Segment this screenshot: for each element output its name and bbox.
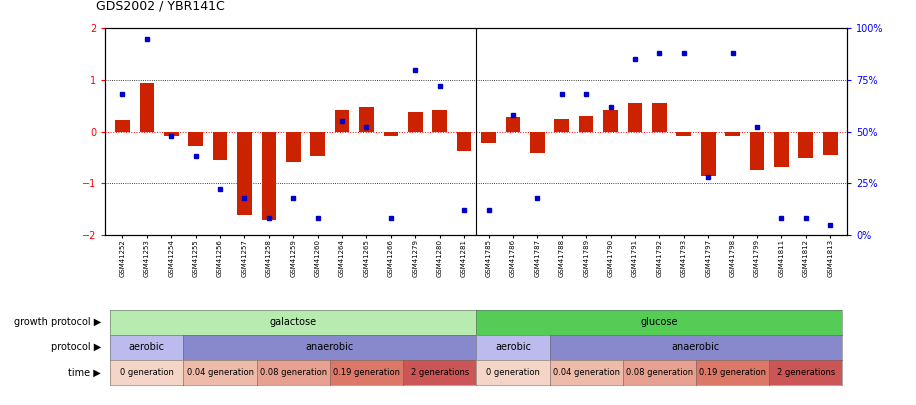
Bar bbox=[286, 132, 300, 162]
Bar bbox=[115, 120, 130, 132]
Bar bbox=[311, 132, 325, 156]
Bar bbox=[408, 112, 422, 132]
Bar bbox=[725, 132, 740, 136]
Text: aerobic: aerobic bbox=[129, 343, 165, 352]
Bar bbox=[384, 132, 398, 136]
Bar bbox=[774, 132, 789, 167]
Bar bbox=[164, 132, 179, 136]
Text: 0.19 generation: 0.19 generation bbox=[699, 368, 766, 377]
Bar bbox=[701, 132, 715, 175]
Bar bbox=[627, 103, 642, 132]
Text: time ▶: time ▶ bbox=[68, 368, 101, 377]
Bar bbox=[139, 83, 154, 132]
Bar bbox=[604, 110, 618, 132]
Bar bbox=[676, 132, 691, 136]
Bar bbox=[334, 110, 349, 132]
Bar bbox=[457, 132, 472, 151]
Text: 0.04 generation: 0.04 generation bbox=[187, 368, 254, 377]
Bar bbox=[481, 132, 496, 143]
Text: growth protocol ▶: growth protocol ▶ bbox=[14, 318, 101, 327]
Text: aerobic: aerobic bbox=[495, 343, 531, 352]
Text: protocol ▶: protocol ▶ bbox=[50, 343, 101, 352]
Bar bbox=[237, 132, 252, 215]
Bar bbox=[506, 117, 520, 132]
Text: 0.08 generation: 0.08 generation bbox=[260, 368, 327, 377]
Bar bbox=[189, 132, 203, 146]
Bar bbox=[262, 132, 277, 220]
Bar bbox=[749, 132, 764, 171]
Text: 2 generations: 2 generations bbox=[777, 368, 834, 377]
Text: 0.19 generation: 0.19 generation bbox=[333, 368, 400, 377]
Text: glucose: glucose bbox=[640, 318, 678, 327]
Text: anaerobic: anaerobic bbox=[306, 343, 354, 352]
Text: anaerobic: anaerobic bbox=[671, 343, 720, 352]
Bar bbox=[432, 110, 447, 132]
Bar bbox=[213, 132, 227, 160]
Text: 0 generation: 0 generation bbox=[486, 368, 540, 377]
Bar bbox=[530, 132, 545, 153]
Bar bbox=[359, 107, 374, 132]
Bar bbox=[579, 116, 594, 132]
Text: 0 generation: 0 generation bbox=[120, 368, 174, 377]
Bar bbox=[554, 119, 569, 132]
Text: 0.04 generation: 0.04 generation bbox=[552, 368, 619, 377]
Text: 2 generations: 2 generations bbox=[410, 368, 469, 377]
Bar bbox=[799, 132, 813, 158]
Bar bbox=[823, 132, 837, 155]
Text: 0.08 generation: 0.08 generation bbox=[626, 368, 692, 377]
Text: galactose: galactose bbox=[269, 318, 317, 327]
Bar bbox=[652, 103, 667, 132]
Text: GDS2002 / YBR141C: GDS2002 / YBR141C bbox=[96, 0, 225, 12]
